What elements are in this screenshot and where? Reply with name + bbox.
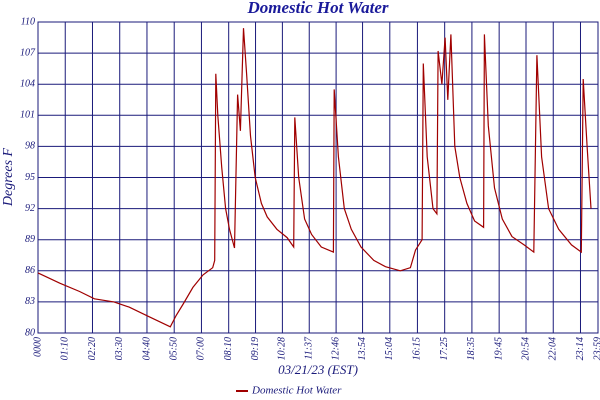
y-tick-label: 83 [25, 296, 35, 307]
x-tick-label: 05:50 [169, 337, 180, 360]
x-tick-label: 22:04 [548, 337, 559, 360]
y-tick-label: 80 [25, 327, 35, 338]
x-tick-label: 04:40 [141, 337, 152, 360]
y-tick-label: 101 [20, 110, 35, 121]
y-tick-label: 107 [20, 47, 36, 58]
legend-label: Domestic Hot Water [251, 385, 342, 397]
chart-title: Domestic Hot Water [246, 0, 388, 17]
y-tick-label: 104 [20, 78, 35, 89]
y-tick-label: 110 [21, 16, 35, 27]
y-tick-label: 86 [25, 265, 35, 276]
y-tick-label: 89 [25, 234, 35, 245]
x-tick-label: 12:46 [330, 337, 341, 360]
x-tick-label: 18:35 [466, 337, 477, 360]
x-tick-label: 09:19 [250, 337, 261, 360]
x-tick-label: 16:15 [412, 337, 423, 360]
x-tick-label: 20:54 [520, 337, 531, 360]
x-tick-label: 03:30 [114, 337, 125, 360]
y-tick-label: 92 [25, 203, 35, 214]
x-tick-label: 23:14 [575, 337, 586, 360]
x-tick-label: 07:00 [196, 337, 207, 360]
x-tick-label: 01:10 [60, 337, 71, 360]
x-tick-label: 08:10 [223, 337, 234, 360]
x-tick-label: 10:28 [277, 337, 288, 360]
x-tick-label: 02:20 [87, 337, 98, 360]
x-tick-label: 11:37 [304, 336, 315, 360]
x-tick-label: 19:45 [493, 337, 504, 360]
x-tick-label: 13:54 [357, 337, 368, 360]
x-tick-label: 15:04 [384, 337, 395, 360]
y-tick-label: 95 [25, 172, 35, 183]
x-tick-label: 17:25 [439, 337, 450, 360]
x-axis-label: 03/21/23 (EST) [278, 362, 358, 377]
y-tick-label: 98 [25, 141, 35, 152]
data-line [37, 28, 592, 328]
y-axis-label: Degrees F [1, 147, 16, 207]
x-tick-label: 0000 [32, 337, 43, 357]
x-tick-label: 23:59 [592, 337, 600, 360]
